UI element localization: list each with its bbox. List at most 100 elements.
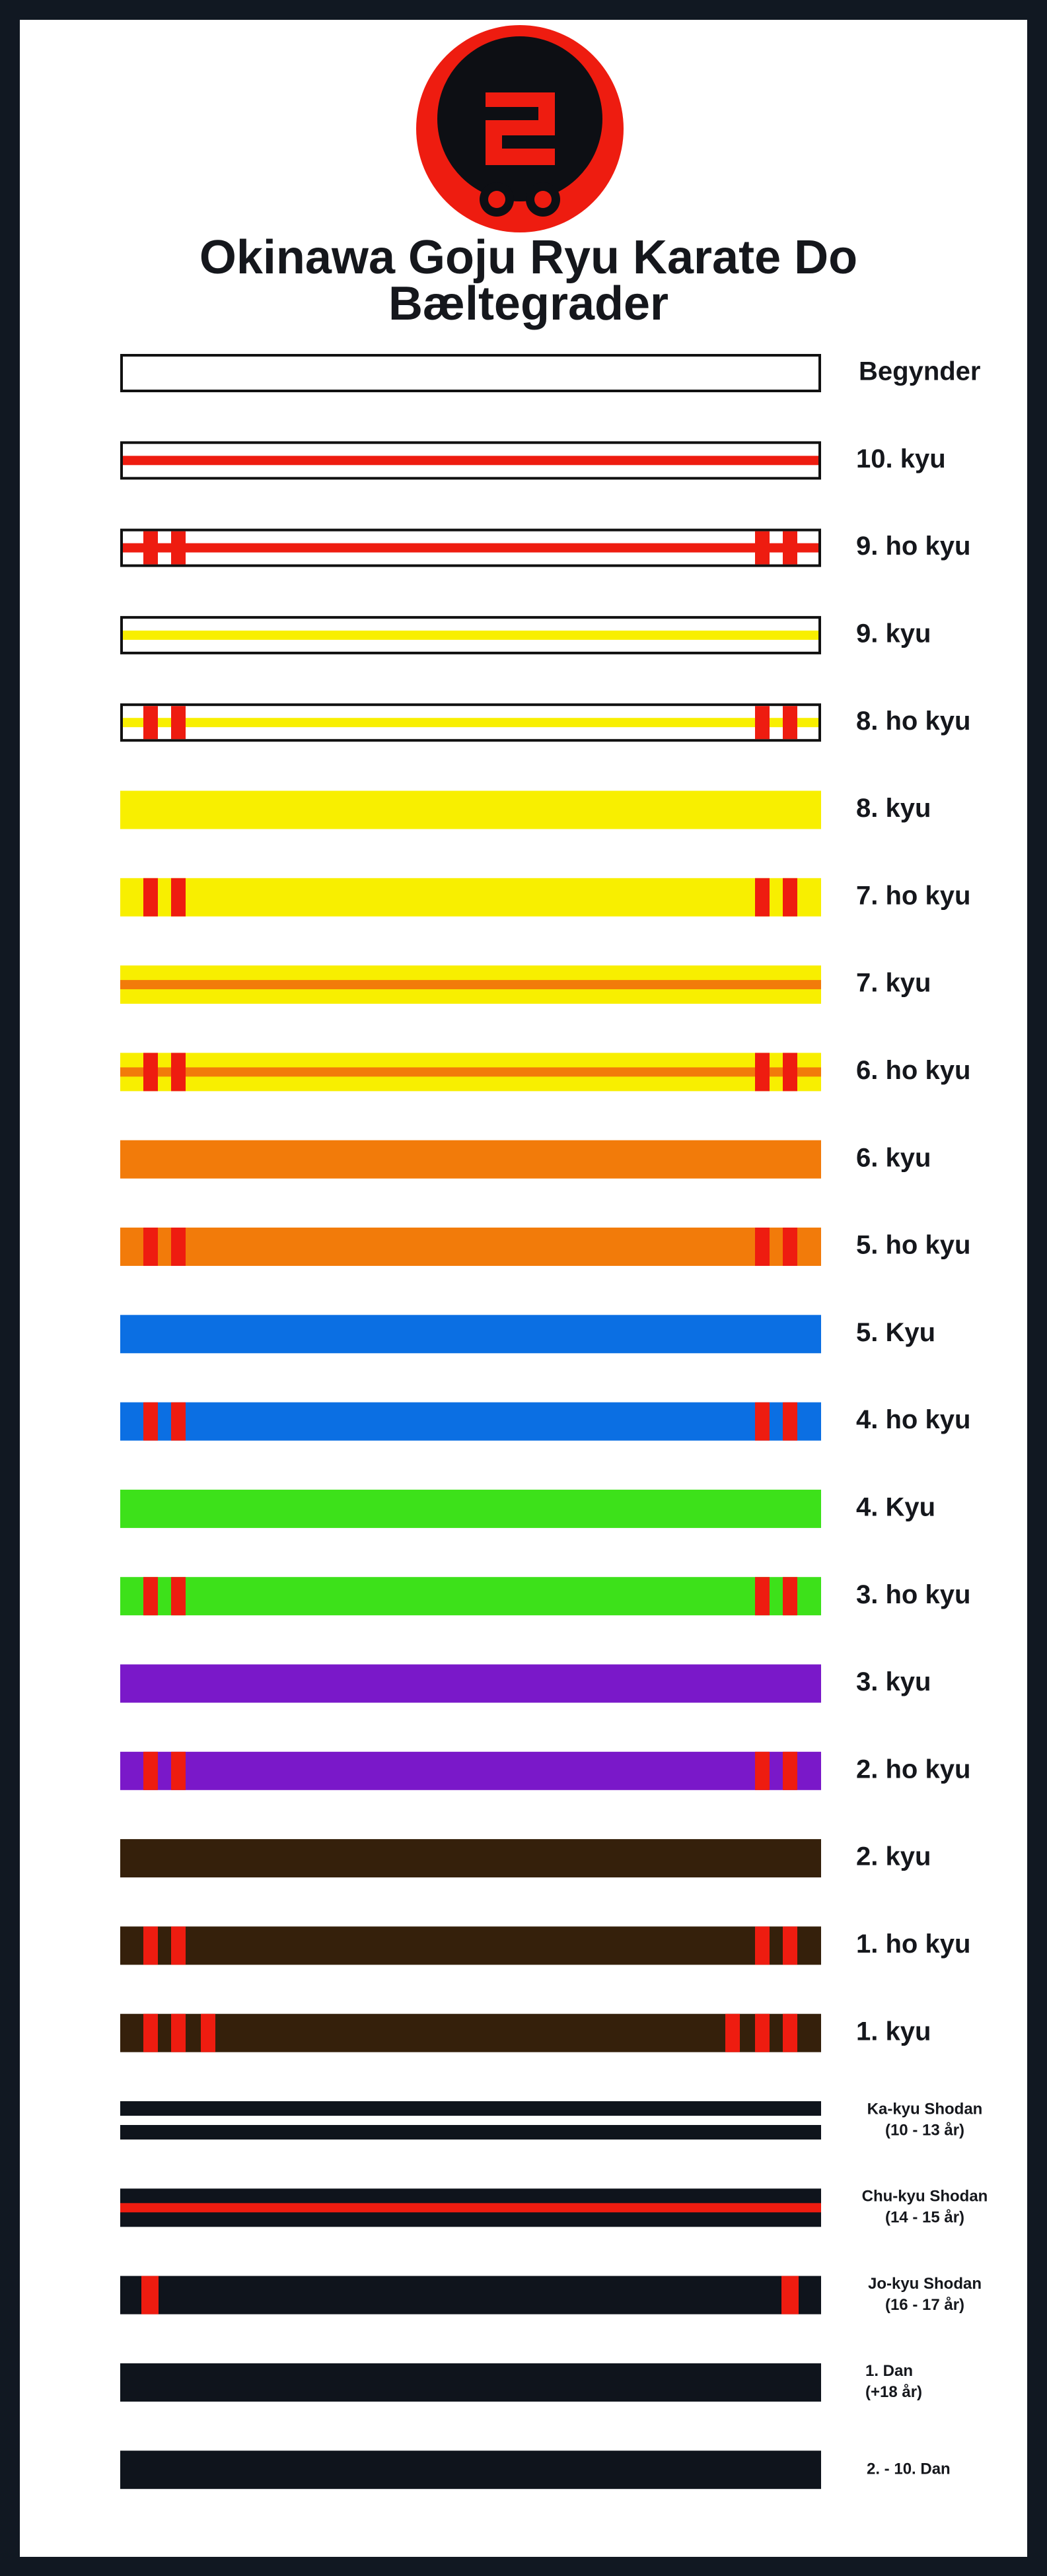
belt-tag xyxy=(755,531,770,565)
belt-tag xyxy=(143,1402,158,1441)
belt-stripe xyxy=(120,2116,821,2125)
belt-tag xyxy=(171,1577,186,1616)
belt xyxy=(120,703,821,742)
belt-tag xyxy=(143,1577,158,1616)
belt-label: 1. kyu xyxy=(856,2017,931,2046)
belt-label: Jo-kyu Shodan xyxy=(868,2275,982,2293)
belt-body xyxy=(120,1577,821,1616)
logo-dot xyxy=(534,191,552,208)
belt xyxy=(120,1577,821,1616)
belt xyxy=(120,1839,821,1878)
belt-tag xyxy=(783,878,797,917)
belt-tag xyxy=(783,1926,797,1965)
belt-body xyxy=(120,1315,821,1354)
belt-body xyxy=(120,790,821,829)
belt-tag xyxy=(171,878,186,917)
belt-note: (14 - 15 år) xyxy=(885,2209,964,2227)
belt-body xyxy=(120,1839,821,1878)
belt-tag xyxy=(143,531,158,565)
belt-tag xyxy=(755,1577,770,1616)
belt-stripe xyxy=(120,1067,821,1077)
belt-note: (10 - 13 år) xyxy=(885,2121,964,2139)
belt-tag xyxy=(755,878,770,917)
belt-body xyxy=(120,1402,821,1441)
belt-label: 7. kyu xyxy=(856,969,931,998)
belt-body xyxy=(120,1664,821,1703)
belt-tag xyxy=(783,1751,797,1790)
belt xyxy=(120,1489,821,1528)
title: Okinawa Goju Ryu Karate Do xyxy=(199,231,857,284)
belt-tag xyxy=(755,1402,770,1441)
belt-tag xyxy=(143,1053,158,1092)
logo-core xyxy=(437,36,602,201)
belt-label: 3. ho kyu xyxy=(856,1580,970,1609)
belt-label: 6. ho kyu xyxy=(856,1056,970,1085)
belt xyxy=(120,1926,821,1965)
belt xyxy=(120,790,821,829)
belt-label: 1. Dan xyxy=(865,2362,913,2380)
belt-stripe xyxy=(123,630,818,640)
belt-tag xyxy=(171,1228,186,1266)
belt-tag xyxy=(783,1402,797,1441)
belt-label: 2. - 10. Dan xyxy=(867,2460,951,2478)
belt-tag xyxy=(171,706,186,740)
belt-label: 9. ho kyu xyxy=(856,532,970,561)
belt-body xyxy=(120,1140,821,1179)
belt-stripe xyxy=(123,718,818,728)
belt xyxy=(120,354,821,392)
belt-tag xyxy=(143,2013,158,2052)
belt xyxy=(120,2276,821,2315)
belt-label: 7. ho kyu xyxy=(856,881,970,910)
logo-symbol xyxy=(486,92,555,165)
belt-body xyxy=(120,2013,821,2052)
belt-tag xyxy=(143,1228,158,1266)
belt-label: 2. kyu xyxy=(856,1842,931,1871)
belt xyxy=(120,1053,821,1092)
belt-tag xyxy=(783,1577,797,1616)
belt xyxy=(120,2451,821,2489)
belt-stripe xyxy=(123,543,818,553)
belt-body xyxy=(120,2276,821,2315)
belt-label: 6. kyu xyxy=(856,1143,931,1172)
belt xyxy=(120,2013,821,2052)
belt-label: 8. kyu xyxy=(856,794,931,823)
belt-tag xyxy=(725,2013,740,2052)
logo xyxy=(416,25,624,232)
belt-tag xyxy=(755,706,770,740)
belt xyxy=(120,615,821,654)
belt-body xyxy=(120,1751,821,1790)
belt xyxy=(120,1140,821,1179)
belt-label: 5. ho kyu xyxy=(856,1231,970,1260)
title: Bæltegrader xyxy=(388,277,668,330)
belt-tag xyxy=(755,1228,770,1266)
belt-tag xyxy=(755,1926,770,1965)
belt-label: Chu-kyu Shodan xyxy=(862,2188,988,2206)
belt-tag xyxy=(755,1751,770,1790)
belt-tag xyxy=(171,1751,186,1790)
belt-body xyxy=(120,354,821,392)
belt-tag xyxy=(755,1053,770,1092)
belt xyxy=(120,441,821,480)
belt-tag xyxy=(143,1751,158,1790)
belt-tag xyxy=(781,2276,799,2315)
belt-tag xyxy=(783,2013,797,2052)
belt-label: 10. kyu xyxy=(856,444,946,473)
belt-label: 8. ho kyu xyxy=(856,707,970,736)
belt-label: 5. Kyu xyxy=(856,1318,935,1347)
belt xyxy=(120,1315,821,1354)
belt-tag xyxy=(141,2276,159,2315)
belt-body xyxy=(120,1489,821,1528)
belt xyxy=(120,2188,821,2227)
belt-tag xyxy=(783,531,797,565)
belt xyxy=(120,878,821,917)
belt xyxy=(120,965,821,1004)
belt-label: 9. kyu xyxy=(856,619,931,648)
belt-body xyxy=(120,2451,821,2489)
belt-tag xyxy=(143,878,158,917)
belt-body xyxy=(120,878,821,917)
belt-note: (16 - 17 år) xyxy=(885,2296,964,2314)
belt-body xyxy=(120,1926,821,1965)
belt xyxy=(120,2363,821,2402)
